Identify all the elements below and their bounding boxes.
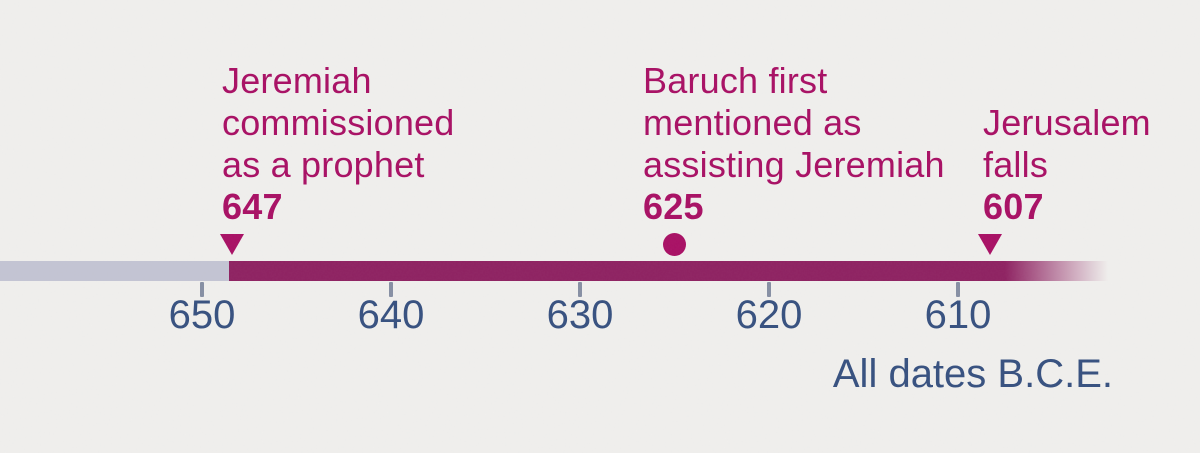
event-year: 647 bbox=[222, 186, 283, 227]
event-label-line: Baruch first bbox=[643, 60, 828, 101]
event-year: 625 bbox=[643, 186, 704, 227]
event-label-line: Jerusalem bbox=[983, 102, 1151, 143]
event-label-line: assisting Jeremiah bbox=[643, 144, 945, 185]
event-label-line: as a prophet bbox=[222, 144, 425, 185]
event-baruch-first-mentioned: Baruch first mentioned as assisting Jere… bbox=[643, 60, 945, 228]
axis-tick-label: 650 bbox=[168, 293, 236, 337]
axis-tick-label: 630 bbox=[546, 293, 614, 337]
axis-tick-label: 610 bbox=[924, 293, 992, 337]
dot-marker-icon bbox=[663, 233, 686, 256]
event-jerusalem-falls: Jerusalem falls 607 bbox=[983, 102, 1151, 228]
event-label-line: Jeremiah bbox=[222, 60, 372, 101]
triangle-down-marker-icon bbox=[220, 234, 244, 255]
event-jeremiah-commissioned: Jeremiah commissioned as a prophet 647 bbox=[222, 60, 454, 228]
event-label-line: mentioned as bbox=[643, 102, 862, 143]
footnote-all-dates-bce: All dates B.C.E. bbox=[832, 352, 1113, 396]
triangle-down-marker-icon bbox=[978, 234, 1002, 255]
event-label-line: commissioned bbox=[222, 102, 455, 143]
event-year: 607 bbox=[983, 186, 1044, 227]
event-label-line: falls bbox=[983, 144, 1049, 185]
axis-tick-label: 640 bbox=[357, 293, 425, 337]
axis-tick-label: 620 bbox=[735, 293, 803, 337]
timeline-bar bbox=[0, 261, 1113, 281]
